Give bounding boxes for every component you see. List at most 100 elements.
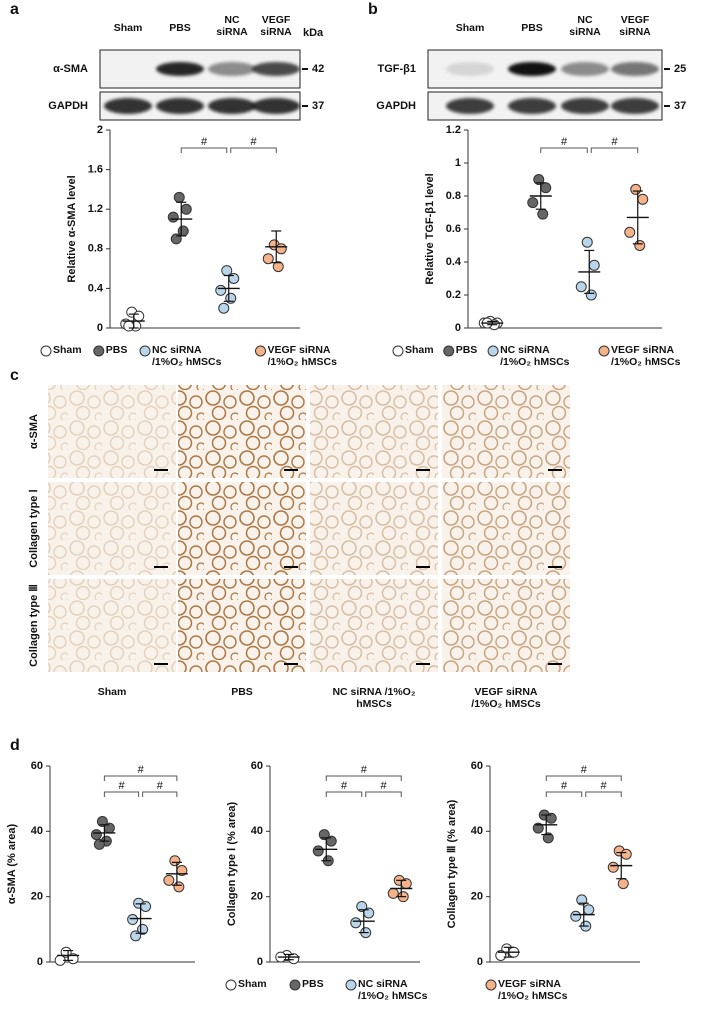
data-point bbox=[173, 881, 185, 893]
legend-marker bbox=[40, 345, 52, 357]
micrograph-texture bbox=[310, 385, 438, 478]
blot-band bbox=[561, 62, 609, 76]
legend-label: PBS bbox=[455, 344, 478, 356]
lane-label-box: PBS bbox=[169, 22, 191, 34]
y-tick-label: 60 bbox=[471, 760, 483, 772]
significance-bracket bbox=[590, 147, 639, 153]
y-tick-label: 0.2 bbox=[446, 289, 461, 301]
data-point bbox=[177, 225, 189, 237]
significance-mark: # bbox=[157, 780, 164, 792]
data-point bbox=[123, 320, 135, 332]
y-tick-label: 60 bbox=[31, 760, 43, 772]
panel-label: d bbox=[10, 737, 20, 754]
data-point bbox=[312, 845, 324, 857]
micrograph-row-label: Collagen type Ⅲ bbox=[28, 584, 40, 667]
micrograph-texture bbox=[48, 579, 176, 672]
y-axis-label: Relative α-SMA level bbox=[66, 175, 78, 282]
legend-marker bbox=[345, 979, 357, 991]
data-point bbox=[318, 829, 330, 841]
significance-bracket bbox=[103, 775, 178, 781]
blot-band bbox=[611, 62, 659, 76]
significance-mark: # bbox=[201, 136, 208, 148]
micrograph-texture bbox=[310, 482, 438, 575]
blot-row-label: GAPDH bbox=[48, 100, 88, 112]
lane-label: VEGF siRNA bbox=[619, 14, 651, 39]
data-point bbox=[127, 914, 139, 926]
data-point bbox=[634, 240, 646, 251]
lane-label: PBS bbox=[169, 22, 191, 34]
legend-label: VEGF siRNA /1%O₂ hMSCs bbox=[267, 344, 337, 369]
significance-bracket bbox=[142, 791, 178, 797]
blot-band bbox=[611, 98, 659, 114]
significance-bracket bbox=[365, 791, 402, 797]
legend-label: VEGF siRNA /1%O₂ hMSCs bbox=[498, 978, 568, 1003]
lane-label-box: Sham bbox=[114, 22, 143, 34]
lane-label: VEGF siRNA bbox=[260, 14, 292, 39]
blot-band bbox=[208, 62, 256, 76]
data-point bbox=[576, 894, 588, 906]
significance-bracket bbox=[325, 775, 402, 781]
data-point bbox=[218, 302, 230, 314]
legend-label-box: VEGF siRNA /1%O₂ hMSCs bbox=[267, 344, 337, 369]
lane-label-box: NC siRNA bbox=[216, 14, 248, 38]
legend-marker bbox=[485, 979, 497, 991]
significance-mark: # bbox=[581, 764, 588, 776]
blot-band bbox=[104, 98, 152, 114]
data-point bbox=[620, 848, 632, 860]
micrograph-row-label: Collagen type Ⅰ bbox=[28, 489, 40, 567]
micrograph-texture bbox=[442, 482, 570, 575]
legend-marker bbox=[392, 345, 404, 357]
data-point bbox=[540, 182, 552, 194]
micrograph-column-label: NC siRNA /1%O₂ hMSCs bbox=[332, 686, 416, 711]
blot-band bbox=[208, 98, 256, 114]
y-axis-label: Collagen type Ⅰ (% area) bbox=[226, 802, 238, 927]
data-point bbox=[570, 910, 582, 922]
blot-band bbox=[156, 62, 204, 76]
blot-row-label: TGF-β1 bbox=[378, 63, 417, 75]
legend-label: Sham bbox=[53, 344, 82, 356]
legend-label: NC siRNA /1%O₂ hMSCs bbox=[358, 978, 428, 1003]
micrograph-texture bbox=[310, 579, 438, 672]
micrograph-texture bbox=[178, 579, 306, 672]
y-tick-label: 1 bbox=[455, 157, 461, 169]
legend-label: Sham bbox=[405, 344, 434, 356]
significance-mark: # bbox=[561, 136, 568, 148]
legend-label-box: VEGF siRNA /1%O₂ hMSCs bbox=[498, 978, 568, 1003]
data-point bbox=[140, 900, 152, 912]
data-point bbox=[356, 900, 368, 912]
kda-value: 42 bbox=[312, 63, 324, 75]
data-point bbox=[272, 261, 284, 273]
data-point bbox=[630, 183, 642, 195]
y-tick-label: 0 bbox=[257, 956, 263, 968]
data-point bbox=[262, 253, 274, 265]
legend-marker bbox=[289, 979, 301, 991]
data-point bbox=[96, 816, 108, 828]
data-point bbox=[532, 822, 544, 834]
micrograph-column-label: VEGF siRNA /1%O₂ hMSCs bbox=[471, 686, 541, 711]
lane-label-box: Sham bbox=[456, 22, 485, 34]
legend-label: VEGF siRNA /1%O₂ hMSCs bbox=[611, 344, 681, 369]
legend-label-box: NC siRNA /1%O₂ hMSCs bbox=[152, 344, 221, 368]
blot-row-label: GAPDH bbox=[376, 100, 416, 112]
lane-label-box: VEGF siRNA bbox=[260, 14, 292, 39]
legend-marker bbox=[487, 345, 499, 357]
y-tick-label: 0 bbox=[455, 322, 461, 334]
panel-label: a bbox=[10, 1, 19, 18]
kda-value: 37 bbox=[312, 100, 324, 112]
blot-band bbox=[508, 98, 556, 114]
y-tick-label: 2 bbox=[97, 124, 103, 136]
lane-label-box: VEGF siRNA bbox=[619, 14, 651, 39]
significance-bracket bbox=[230, 147, 277, 153]
data-point bbox=[495, 949, 507, 961]
lane-label-box: PBS bbox=[521, 22, 543, 34]
y-tick-label: 1.6 bbox=[88, 164, 103, 176]
micrograph-texture bbox=[442, 385, 570, 478]
data-point bbox=[617, 878, 629, 890]
micrograph-column-label-box: PBS bbox=[231, 686, 253, 698]
significance-bracket bbox=[103, 791, 140, 797]
y-tick-label: 0 bbox=[477, 956, 483, 968]
kda-value: 37 bbox=[674, 100, 686, 112]
legend-marker bbox=[225, 979, 237, 991]
significance-mark: # bbox=[380, 780, 387, 792]
